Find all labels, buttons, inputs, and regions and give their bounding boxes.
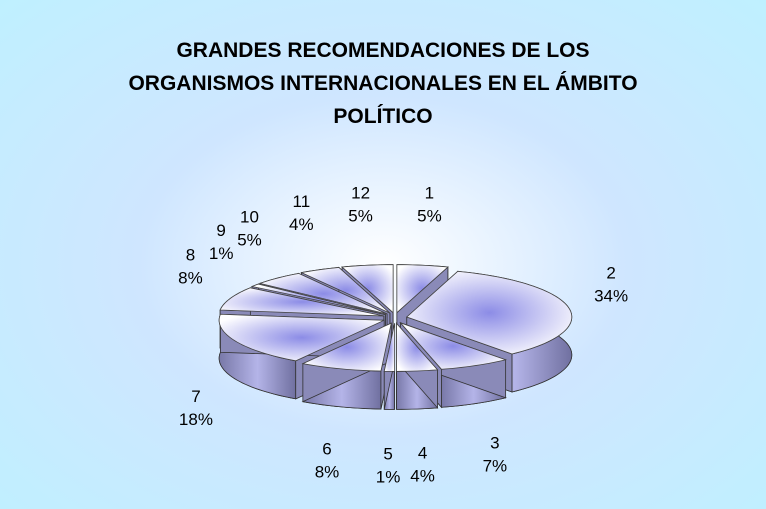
slice-label: 9 (216, 221, 225, 240)
slice (218, 313, 385, 362)
slice (258, 273, 388, 315)
slice-label: 7 (191, 387, 200, 406)
slice-value-label: 8% (315, 463, 340, 482)
slice (406, 270, 573, 355)
slice (399, 321, 508, 370)
slice (219, 287, 384, 317)
slice-label: 3 (490, 434, 499, 453)
slice-label: 4 (418, 444, 427, 463)
slice (383, 323, 396, 372)
slice (341, 264, 394, 314)
slice-value-label: 7% (483, 457, 508, 476)
slice-value-label: 1% (209, 244, 234, 263)
slice-label: 10 (240, 207, 259, 226)
slice-value-label: 34% (594, 287, 628, 306)
slice-value-label: 5% (348, 207, 373, 226)
slice-label: 1 (425, 184, 434, 203)
slice-label: 6 (322, 440, 331, 459)
slice (396, 322, 439, 372)
slice-value-label: 5% (237, 230, 262, 249)
slice-label: 12 (351, 184, 370, 203)
slice-value-label: 18% (179, 410, 213, 429)
slice-value-label: 8% (178, 269, 203, 288)
slice-label: 8 (186, 246, 195, 265)
chart-title: GRANDES RECOMENDACIONES DE LOS ORGANISMO… (128, 39, 638, 128)
slice-label: 5 (383, 444, 392, 463)
slice-label: 11 (293, 192, 311, 211)
slice (396, 264, 449, 314)
slice (301, 322, 392, 372)
slice-label: 2 (606, 264, 615, 283)
slice-value-label: 4% (289, 215, 314, 234)
slice-value-label: 4% (410, 467, 435, 486)
slice (300, 267, 391, 314)
slice (250, 283, 386, 316)
slice-value-label: 5% (417, 207, 442, 226)
slice-value-label: 1% (376, 467, 401, 486)
